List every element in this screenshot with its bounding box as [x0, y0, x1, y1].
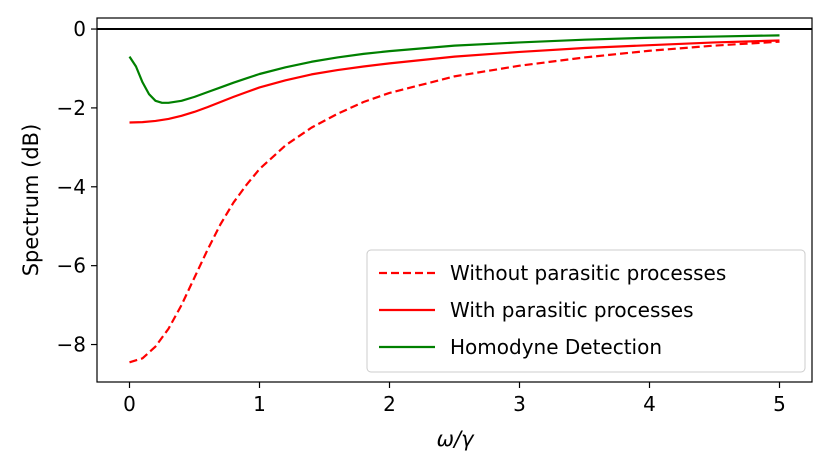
x-tick-label: 2	[383, 392, 396, 416]
legend: Without parasitic processes With parasiti…	[366, 249, 806, 373]
axes-frame	[96, 17, 813, 383]
legend-label-0: Without parasitic processes	[450, 261, 726, 285]
x-tick-label: 5	[773, 392, 786, 416]
series-line-2	[128, 34, 780, 104]
legend-label-2: Homodyne Detection	[450, 335, 662, 359]
plot-area	[97, 28, 812, 364]
y-axis: 0 −2 −4 −6 −8	[57, 17, 97, 357]
series-line-0	[129, 40, 780, 364]
x-tick-label: 0	[123, 392, 136, 416]
series-line-1	[129, 39, 780, 124]
legend-box	[366, 249, 806, 373]
y-axis-label: Spectrum (dB)	[19, 124, 43, 277]
x-tick-label: 1	[253, 392, 266, 416]
x-tick-label: 3	[513, 392, 526, 416]
x-axis-label: ω/γ	[436, 427, 475, 451]
x-tick-label: 4	[643, 392, 656, 416]
y-tick-label: −6	[57, 254, 86, 278]
y-tick-label: −4	[57, 175, 86, 199]
y-tick-label: −8	[57, 333, 86, 357]
legend-label-1: With parasitic processes	[450, 298, 694, 322]
y-tick-label: −2	[57, 96, 86, 120]
x-axis: 0 1 2 3 4 5	[123, 382, 786, 416]
y-tick-label: 0	[73, 17, 86, 41]
